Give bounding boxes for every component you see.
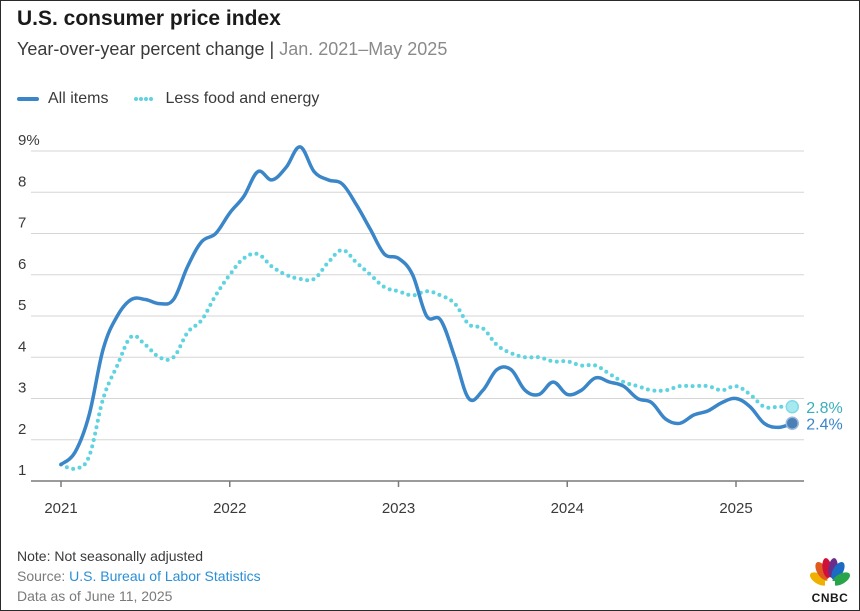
x-tick-label: 2023 [382,500,415,517]
legend-item-all-items: All items [17,90,108,108]
legend-swatch-all-items [17,97,39,101]
footnotes: Note: Not seasonally adjusted Source: U.… [17,546,261,606]
legend-label-core: Less food and energy [165,90,320,107]
cnbc-logo: CNBC [807,557,853,605]
gridlines [31,150,804,482]
series-line-core [59,248,795,471]
subtitle-separator: | [269,39,275,59]
x-tick-label: 2022 [213,500,246,517]
y-tick-label: 8 [18,173,26,190]
x-tick-label: 2024 [551,500,584,517]
end-label-core: 2.8% [806,400,842,417]
x-axis: 2021 2022 2023 2024 2025 [31,480,804,517]
end-marker-core [785,400,799,414]
y-tick-label: 1 [18,462,26,479]
series-lines [59,145,795,471]
source-label: Source: [17,568,70,584]
nbc-peacock-icon [809,558,851,591]
source-link[interactable]: U.S. Bureau of Labor Statistics [69,568,261,584]
chart-subtitle: Year-over-year percent change | Jan. 202… [17,39,447,60]
y-tick-label: 5 [18,297,26,314]
subtitle-range: Jan. 2021–May 2025 [279,39,448,59]
source-line: Source: U.S. Bureau of Labor Statistics [17,566,261,586]
line-chart: 1 2 3 4 5 6 7 8 9% 2021 2022 2023 2024 2025 2.4%2.8% [18,132,843,517]
legend-swatch-core [134,97,157,101]
as-of-date: Data as of June 11, 2025 [17,588,173,604]
y-tick-label: 7 [18,215,26,232]
end-marker-all-items [785,416,799,430]
y-tick-label: 6 [18,256,26,273]
chart-title: U.S. consumer price index [17,7,281,30]
y-tick-label: 2 [18,421,26,438]
legend-label-all-items: All items [48,90,109,107]
note-text: Note: Not seasonally adjusted [17,548,203,564]
cnbc-logo-text: CNBC [811,591,849,605]
series-line-all-items [59,145,795,467]
y-tick-label: 3 [18,380,26,397]
legend-item-core: Less food and energy [134,90,319,108]
x-tick-label: 2025 [719,500,752,517]
y-axis-tick-labels: 1 2 3 4 5 6 7 8 9% [18,132,40,479]
legend: All items Less food and energy [17,90,345,108]
end-markers: 2.4%2.8% [785,400,843,433]
x-tick-label: 2021 [44,500,77,517]
subtitle-main: Year-over-year percent change [17,39,265,59]
end-label-all-items: 2.4% [806,416,842,433]
y-tick-label: 9% [18,132,40,149]
y-tick-label: 4 [18,338,26,355]
